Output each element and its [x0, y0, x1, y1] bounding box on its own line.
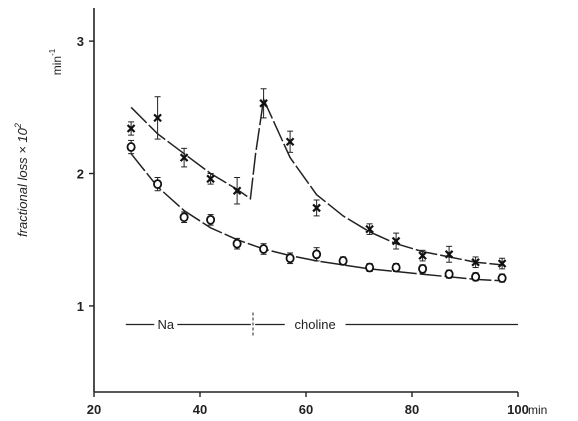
- cross-marker: [259, 99, 268, 108]
- y-ticks: 1 2 3: [77, 34, 94, 314]
- cross-stroke: [391, 236, 401, 246]
- x-ticks: 20 40 60 80 100: [87, 392, 529, 417]
- x-tick-label: 20: [87, 402, 101, 417]
- cross-stroke: [126, 124, 136, 133]
- x-axis-title: min: [528, 403, 547, 417]
- cross-stroke: [285, 137, 295, 147]
- x-tick-label: 60: [299, 402, 313, 417]
- circle-marker: [179, 212, 189, 223]
- y-axis-title-main: fractional loss × 10: [15, 127, 30, 237]
- y-axis-unit: min-1: [48, 48, 64, 75]
- cross-marker: [232, 186, 242, 196]
- circle-marker: [418, 263, 428, 274]
- annotations: Na choline: [125, 312, 518, 337]
- cross-marker: [391, 236, 401, 246]
- cross-stroke: [365, 224, 374, 234]
- annotation-label: Na: [157, 317, 174, 332]
- cross-stroke: [206, 174, 215, 184]
- circle-marker: [232, 238, 242, 249]
- circle-marker: [206, 214, 216, 225]
- x-tick-label: 40: [193, 402, 207, 417]
- data-markers: [126, 88, 507, 284]
- cross-stroke: [497, 259, 507, 268]
- cross-marker: [418, 251, 427, 260]
- circle-marker: [259, 244, 269, 254]
- cross-marker: [312, 203, 321, 213]
- cross-marker: [471, 257, 480, 267]
- y-tick-label: 1: [77, 299, 84, 314]
- circle-marker: [497, 273, 507, 284]
- y-axis-unit-main: min: [50, 56, 64, 75]
- circle-marker: [285, 253, 295, 264]
- cross-marker: [153, 113, 162, 123]
- cross-stroke: [471, 257, 480, 267]
- cross-stroke: [312, 203, 321, 213]
- circle-marker: [444, 269, 454, 280]
- cross-marker: [126, 124, 136, 133]
- circle-marker: [153, 179, 163, 190]
- cross-marker: [497, 259, 507, 268]
- cross-stroke: [259, 99, 268, 108]
- circle-marker: [338, 256, 348, 266]
- y-axis-title: fractional loss × 102: [13, 123, 30, 237]
- y-tick-label: 2: [77, 167, 84, 182]
- cross-marker: [206, 174, 215, 184]
- y-tick-label: 3: [77, 34, 84, 49]
- x-tick-label: 100: [507, 402, 529, 417]
- y-axis-title-exponent: 2: [13, 123, 23, 129]
- cross-stroke: [232, 186, 242, 196]
- cross-marker: [179, 153, 189, 162]
- x-tick-label: 80: [405, 402, 419, 417]
- cross-stroke: [444, 250, 454, 259]
- annotation-label: choline: [295, 317, 336, 332]
- cross-marker: [365, 224, 374, 234]
- cross-marker: [285, 137, 295, 147]
- circle-marker: [471, 271, 481, 282]
- circle-marker: [312, 249, 322, 260]
- cross-stroke: [179, 153, 189, 162]
- cross-marker: [444, 250, 454, 259]
- circle-marker: [365, 262, 375, 273]
- cross-stroke: [418, 251, 427, 260]
- fit-line-cross-series: [130, 96, 503, 266]
- cross-stroke: [153, 113, 162, 123]
- circle-marker: [126, 142, 136, 152]
- y-axis-unit-exponent: -1: [48, 48, 57, 56]
- circle-marker: [391, 262, 401, 273]
